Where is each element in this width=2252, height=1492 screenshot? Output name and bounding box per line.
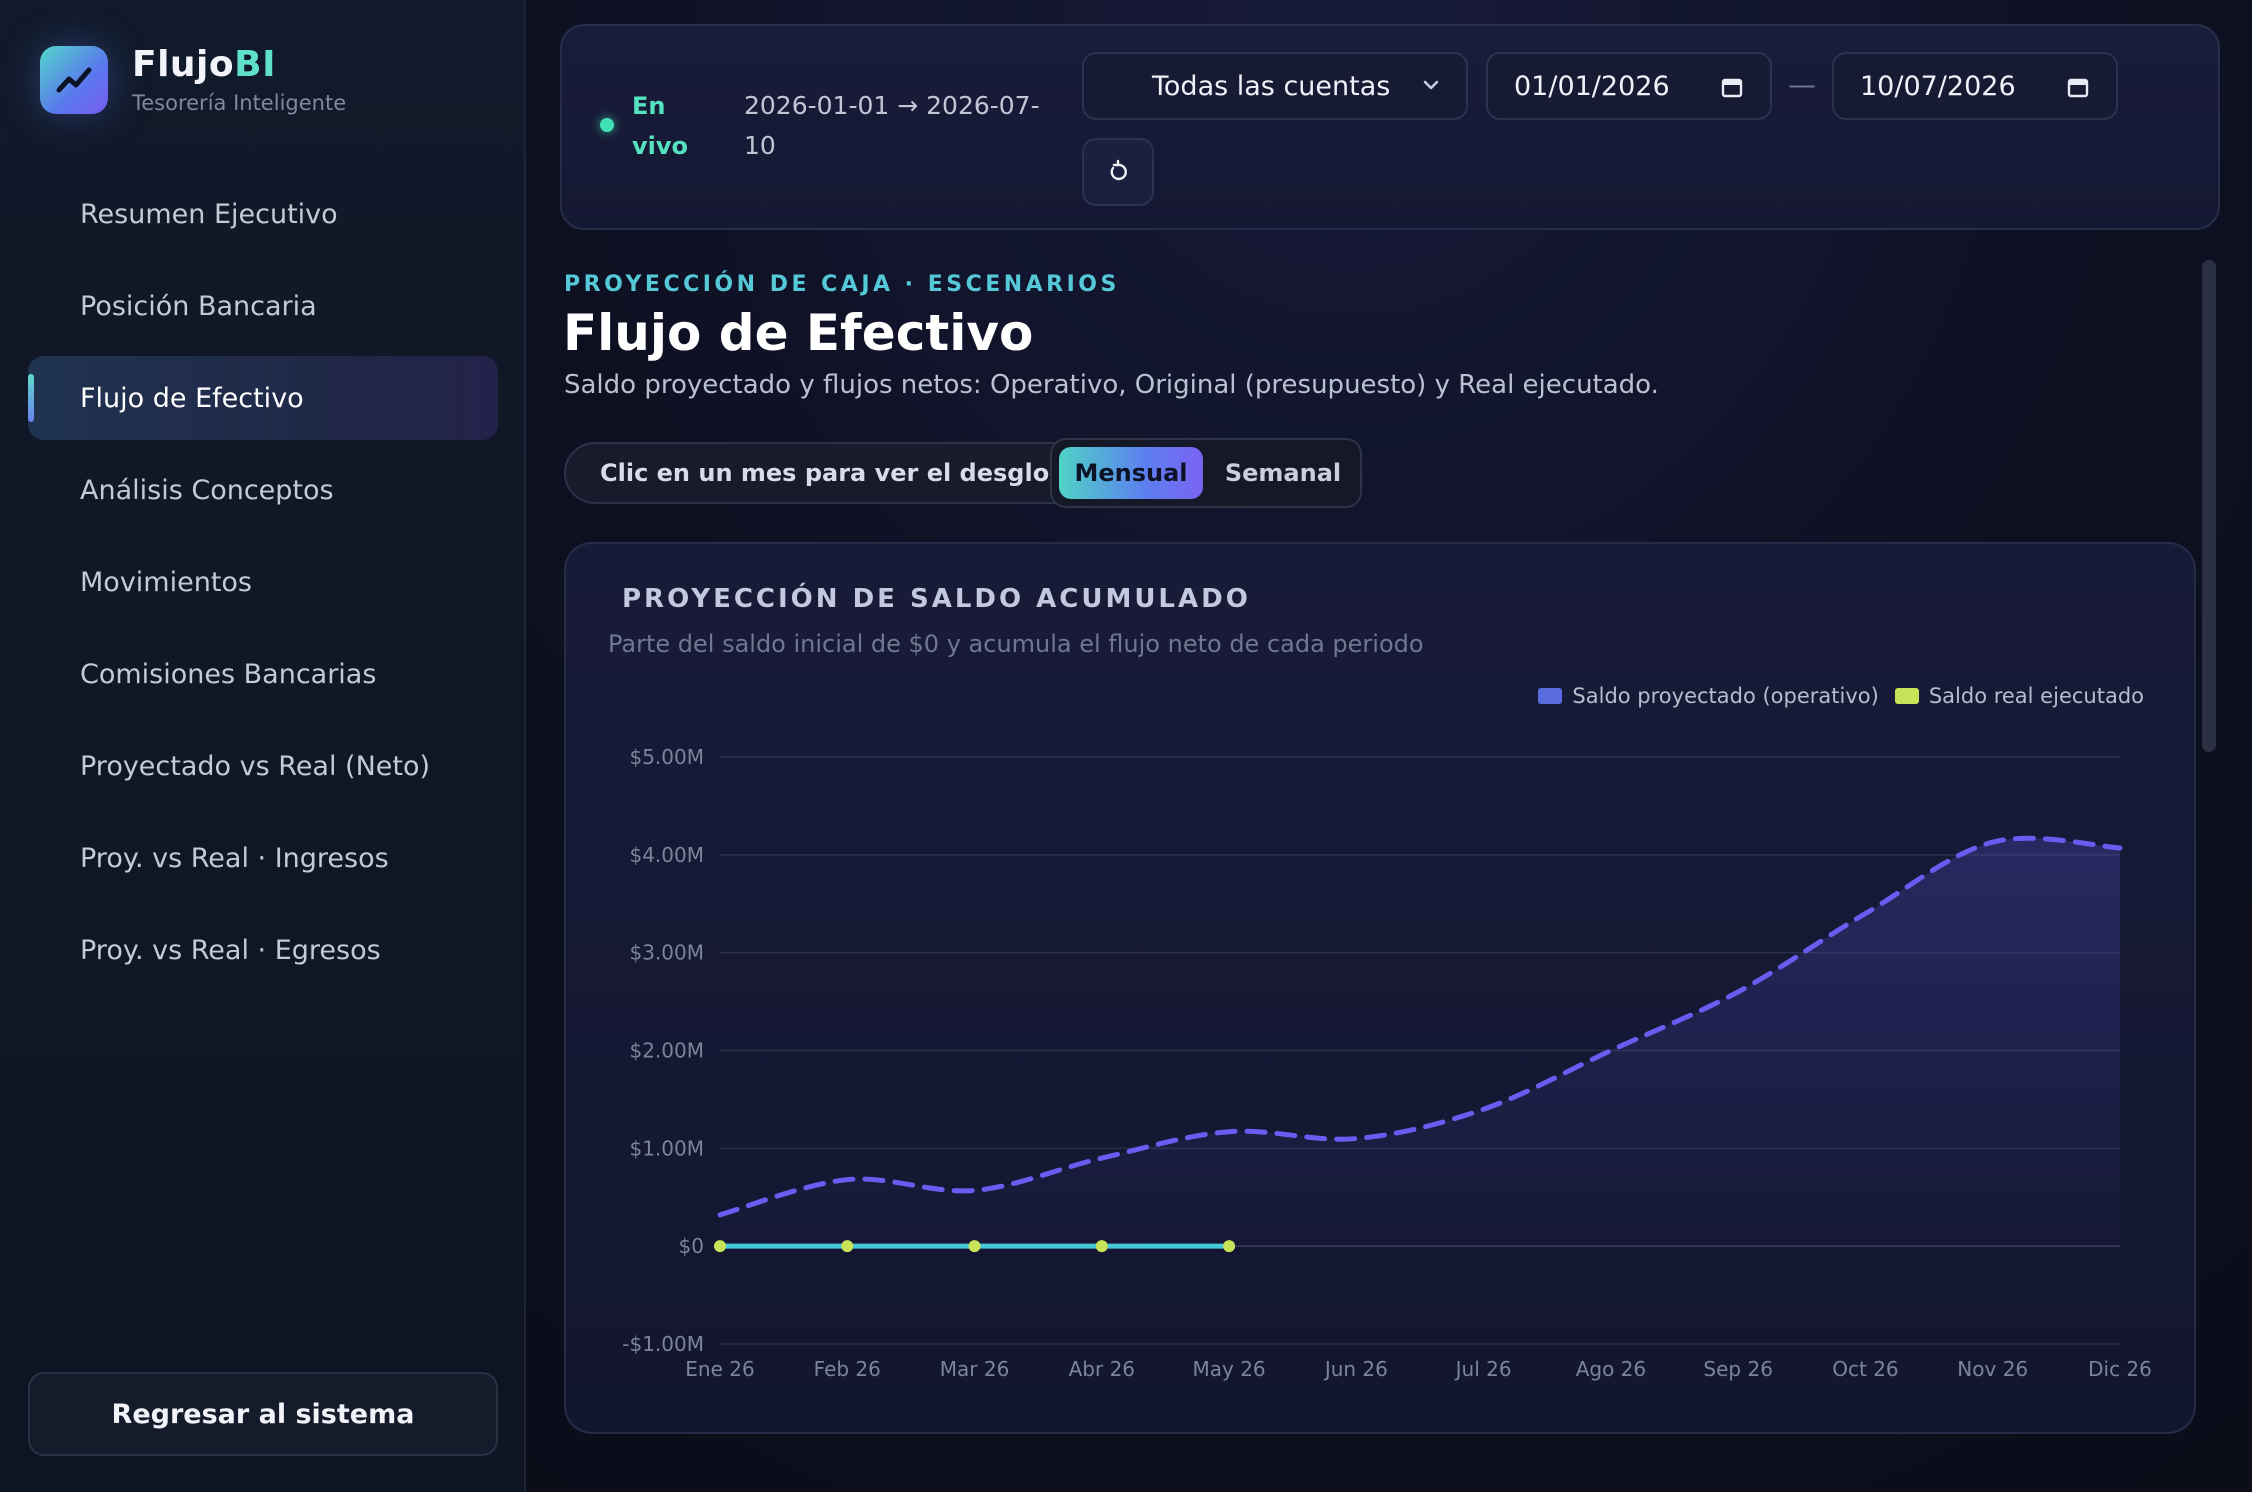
sidebar-item-proy-vs-real-egresos[interactable]: Proy. vs Real · Egresos [80,934,381,966]
date-to-input[interactable]: 10/07/2026 [1832,52,2118,120]
sidebar-item-movimientos[interactable]: Movimientos [80,566,252,598]
y-tick-label: -$1.00M [622,1332,704,1356]
legend-label-projected: Saldo proyectado (operativo) [1572,684,1879,708]
live-indicator: En vivo [600,86,702,166]
date-separator: — [1788,68,1816,101]
sidebar-nav: Resumen Ejecutivo Posición Bancaria Fluj… [28,172,498,1000]
date-to-value: 10/07/2026 [1860,70,2016,102]
page-eyebrow: PROYECCIÓN DE CAJA · ESCENARIOS [564,272,1120,297]
x-tick-label: Abr 26 [1069,1357,1135,1381]
live-label: En vivo [632,92,689,160]
x-tick-label: Jun 26 [1323,1357,1388,1381]
live-dot-icon [600,118,614,132]
x-tick-label: Feb 26 [814,1357,881,1381]
projected-balance-line [717,835,2123,1218]
x-tick-label: Mar 26 [940,1357,1010,1381]
legend-item-real[interactable]: Saldo real ejecutado [1894,684,2144,708]
toggle-mensual[interactable]: Mensual [1059,447,1203,499]
chart-subtitle: Parte del saldo inicial de $0 y acumula … [608,630,1424,658]
legend-item-projected[interactable]: Saldo proyectado (operativo) [1538,684,1879,708]
real-balance-point [968,1240,981,1253]
toggle-semanal[interactable]: Semanal [1224,459,1342,487]
x-tick-label: Ene 26 [685,1357,754,1381]
brand[interactable]: FlujoBI Tesorería Inteligente [40,44,346,115]
real-balance-point [714,1240,726,1253]
drilldown-hint: Clic en un mes para ver el desglose [564,442,1116,504]
sidebar-item-comisiones-bancarias[interactable]: Comisiones Bancarias [80,658,377,690]
legend-label-real: Saldo real ejecutado [1928,684,2144,708]
y-tick-label: $0 [679,1234,704,1258]
chart-plot[interactable]: -$1.00M $0 $1.00M $2.00M $3.00M $4.00M $5.00M E… [566,544,2198,1436]
y-tick-label: $4.00M [629,843,704,867]
y-tick-label: $5.00M [629,745,704,769]
account-select-value: Todas las cuentas [1152,70,1391,102]
x-tick-label: Ago 26 [1576,1357,1646,1381]
date-range-summary: 2026-01-01 → 2026-07-10 [744,91,1040,160]
main-scrollbar[interactable] [2202,260,2216,752]
chart-legend: Saldo proyectado (operativo) Saldo real … [1522,684,2144,708]
x-tick-label: Nov 26 [1957,1357,2028,1381]
x-tick-label: Sep 26 [1703,1357,1773,1381]
y-tick-label: $2.00M [629,1039,704,1063]
page-title: Flujo de Efectivo [563,304,1034,362]
filter-bar: En vivo 2026-01-01 → 2026-07-10 Todas la… [560,24,2220,230]
calendar-icon[interactable] [1720,75,1744,106]
chevron-down-icon [1418,72,1444,105]
real-balance-point [1223,1240,1236,1253]
balance-projection-chart-card: PROYECCIÓN DE SALDO ACUMULADO Parte del … [564,542,2196,1434]
legend-swatch-real [1894,688,1919,704]
real-balance-point [1095,1240,1108,1253]
sidebar-item-posicion-bancaria[interactable]: Posición Bancaria [80,290,317,322]
y-tick-label: $3.00M [629,941,704,965]
page-subtitle: Saldo proyectado y flujos netos: Operati… [564,370,1659,400]
calendar-icon[interactable] [2066,75,2090,106]
x-tick-label: May 26 [1193,1357,1266,1381]
refresh-icon [1110,159,1127,181]
sidebar-item-proyectado-vs-real-neto[interactable]: Proyectado vs Real (Neto) [80,750,431,782]
date-from-input[interactable]: 01/01/2026 [1486,52,1772,120]
x-tick-label: Jul 26 [1454,1357,1512,1381]
period-toggle: Mensual Semanal [1050,438,1362,508]
real-balance-point [841,1240,854,1253]
account-select[interactable]: Todas las cuentas [1082,52,1468,120]
date-from-value: 01/01/2026 [1514,70,1670,102]
sidebar: FlujoBI Tesorería Inteligente Resumen Ej… [0,0,526,1492]
y-tick-label: $1.00M [629,1136,704,1160]
x-tick-label: Oct 26 [1832,1357,1898,1381]
projected-area [720,838,2120,1247]
sidebar-item-flujo-de-efectivo[interactable]: Flujo de Efectivo [28,356,498,440]
reset-filters-button[interactable] [1082,138,1154,206]
legend-swatch-projected [1538,688,1563,704]
trend-up-icon [40,45,108,114]
x-tick-label: Dic 26 [2088,1357,2152,1381]
chart-title: PROYECCIÓN DE SALDO ACUMULADO [622,584,1251,614]
brand-subtitle: Tesorería Inteligente [132,91,347,115]
sidebar-item-analisis-conceptos[interactable]: Análisis Conceptos [80,474,334,506]
brand-name: FlujoBI [132,44,276,85]
sidebar-item-proy-vs-real-ingresos[interactable]: Proy. vs Real · Ingresos [80,842,389,874]
back-to-system-button[interactable]: Regresar al sistema [28,1372,498,1456]
sidebar-item-resumen-ejecutivo[interactable]: Resumen Ejecutivo [80,198,338,230]
